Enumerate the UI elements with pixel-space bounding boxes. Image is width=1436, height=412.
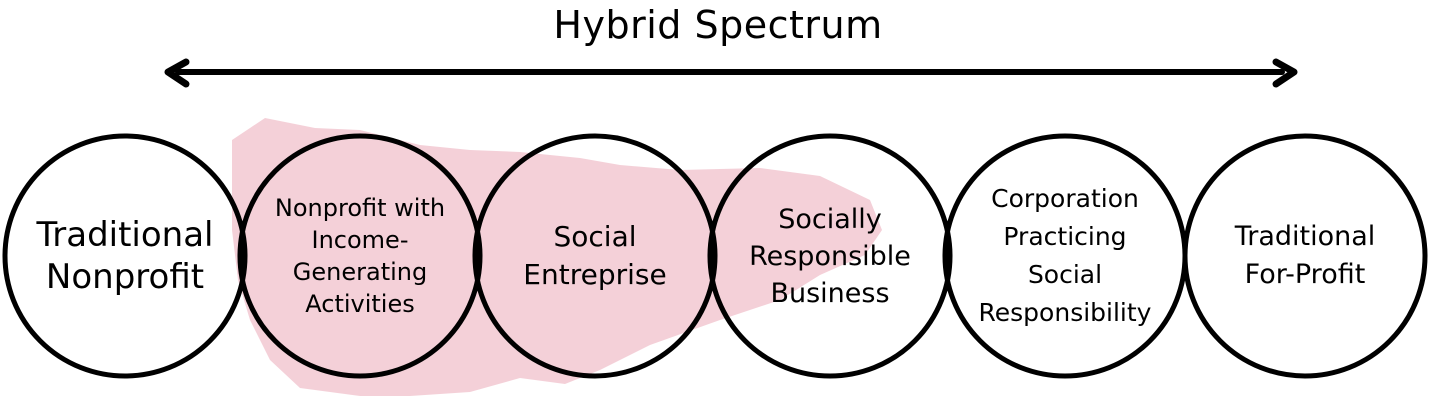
circle-label: Socially Responsible Business [749, 203, 911, 309]
arrow-head-right-icon [1272, 58, 1298, 88]
scribble-stroke [232, 118, 321, 396]
circle-label: Corporation Practicing Social Responsibi… [978, 184, 1152, 327]
spectrum-circles [2, 133, 1428, 379]
spectrum-circle [237, 133, 483, 379]
spectrum-circle [707, 133, 953, 379]
arrow-head-left-icon [164, 58, 190, 88]
spectrum-arrow [164, 58, 1298, 88]
scribble-stroke [232, 118, 451, 396]
circle-label: Traditional Nonprofit [36, 215, 214, 297]
diagram-title: Hybrid Spectrum [553, 3, 883, 47]
scribble-stroke [232, 118, 373, 396]
scribble-stroke [232, 118, 477, 396]
circle-label: Nonprofit with Income- Generating Activi… [274, 194, 446, 318]
scribble-stroke [233, 118, 555, 396]
spectrum-circle [472, 133, 718, 379]
spectrum-circle [2, 133, 248, 379]
scribble-stroke [232, 118, 295, 396]
spectrum-circle [1182, 133, 1428, 379]
circle-label: Traditional For-Profit [1234, 221, 1376, 290]
scribble-stroke [232, 118, 425, 396]
scribble-stroke [232, 118, 347, 396]
circle-label: Social Entreprise [523, 220, 667, 291]
